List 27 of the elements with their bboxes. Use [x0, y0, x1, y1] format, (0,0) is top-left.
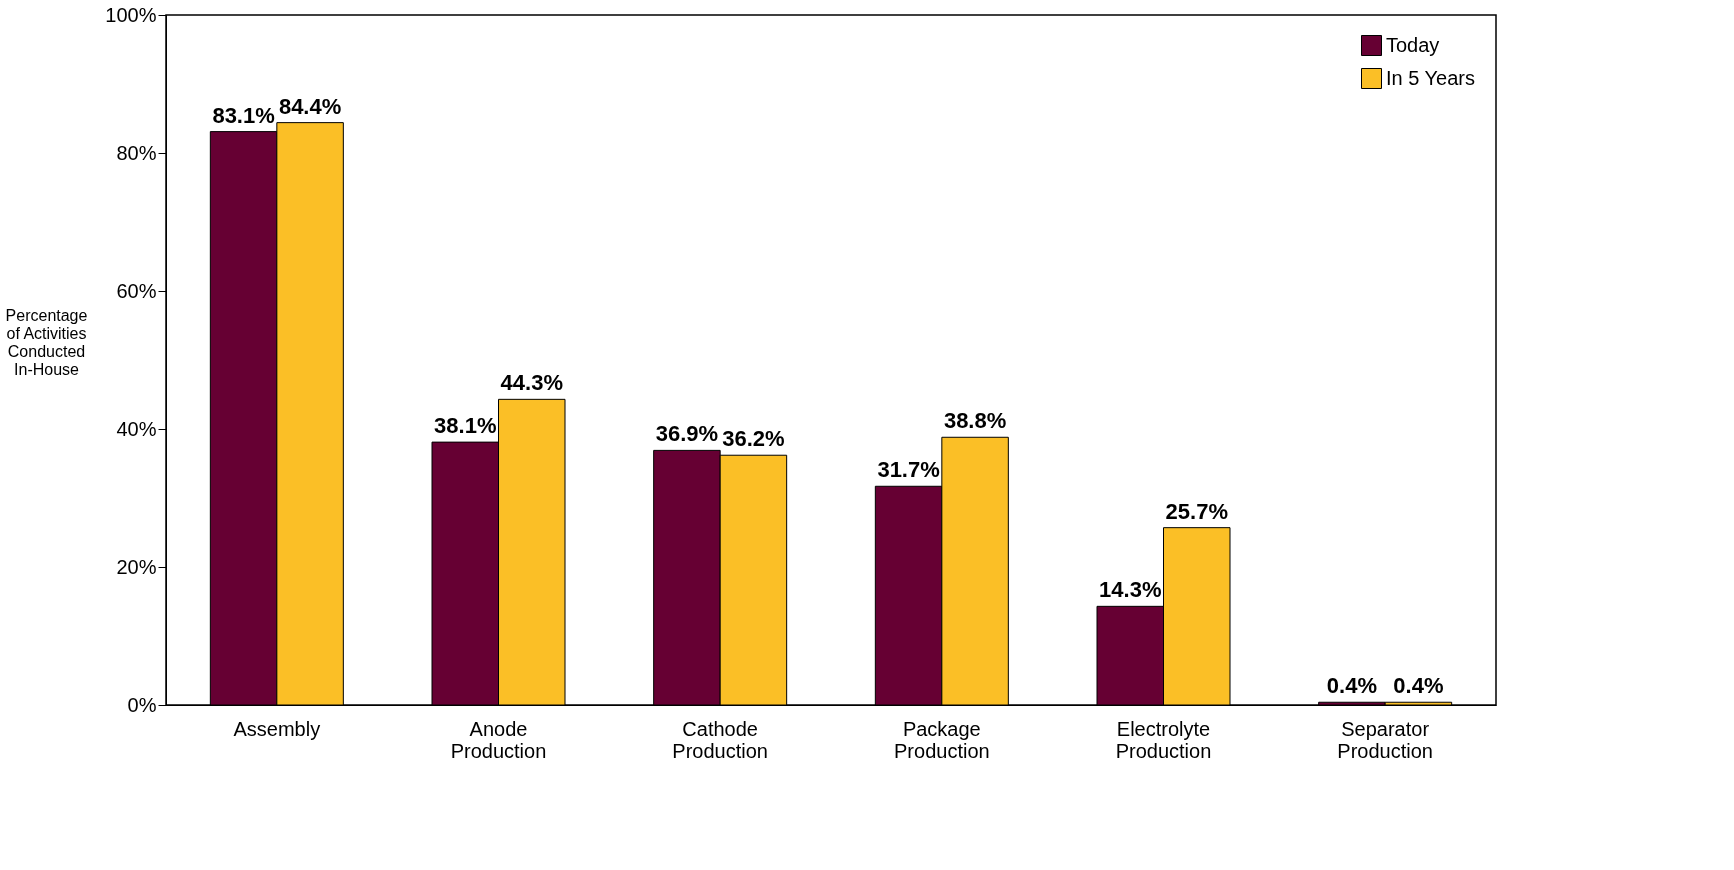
x-tick-label: Electrolyte Production: [1115, 717, 1212, 762]
data-label: 0.4%: [1326, 673, 1377, 699]
data-label: 31.7%: [877, 457, 940, 483]
y-tick-label: 20%: [116, 555, 157, 578]
legend-label: Today: [1386, 33, 1440, 56]
x-tick-label: Package Production: [894, 717, 990, 762]
y-tick-label: 60%: [116, 279, 157, 302]
data-label: 83.1%: [212, 102, 275, 128]
data-label: 38.1%: [434, 413, 497, 439]
data-label: 36.9%: [655, 421, 719, 447]
x-tick-label: Separator Production: [1337, 717, 1433, 762]
data-label: 36.2%: [722, 426, 785, 452]
x-tick-label: Cathode Production: [672, 717, 768, 762]
data-label: 25.7%: [1165, 498, 1228, 524]
data-label: 14.3%: [1099, 577, 1162, 603]
y-tick-label: 100%: [105, 3, 157, 26]
x-tick-label: Anode Production: [450, 717, 547, 762]
data-label: 84.4%: [278, 93, 342, 119]
data-label: 38.8%: [943, 408, 1007, 434]
y-axis-title: Percentage of Activities Conducted In-House: [5, 306, 88, 378]
legend-label: In 5 Years: [1386, 66, 1475, 89]
x-tick-label: Assembly: [233, 717, 321, 740]
data-label: 0.4%: [1393, 673, 1444, 699]
y-tick-label: 80%: [116, 141, 157, 164]
y-tick-label: 40%: [116, 417, 157, 440]
data-label: 44.3%: [500, 370, 563, 396]
y-tick-label: 0%: [127, 693, 157, 716]
